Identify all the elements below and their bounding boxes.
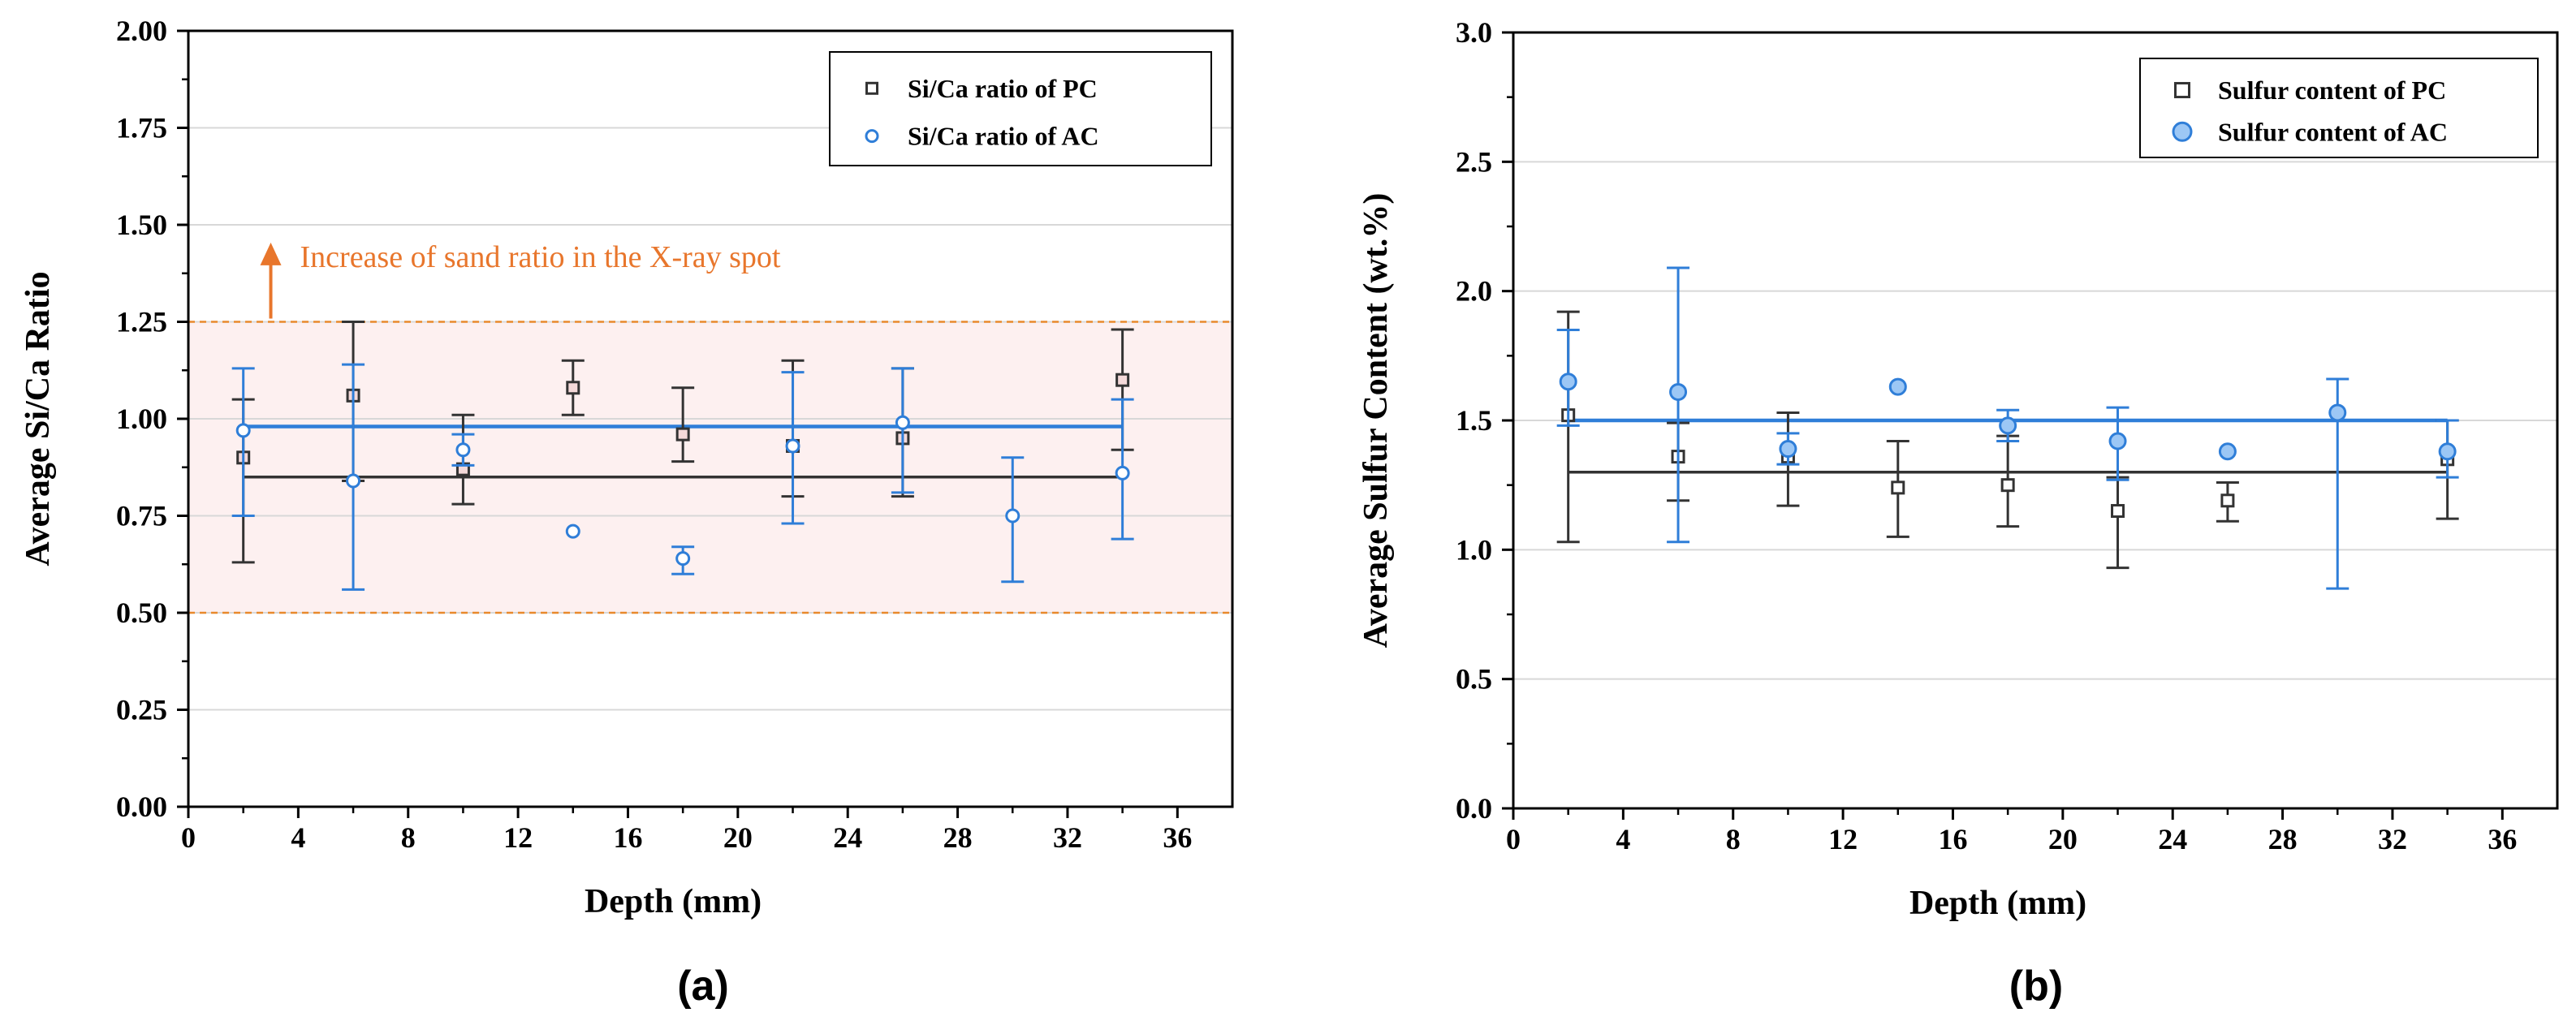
x-tick-label: 8 <box>401 821 416 854</box>
data-point-ac <box>785 438 800 454</box>
legend-box <box>829 51 1212 166</box>
y-tick-label: 0.0 <box>1456 792 1492 825</box>
x-tick-label: 36 <box>1163 821 1192 854</box>
y-tick-label: 2.5 <box>1456 145 1492 178</box>
y-axis-title: Average Si/Ca Ratio <box>19 271 57 566</box>
data-point-ac <box>1005 508 1020 523</box>
chart-panel-a: Increase of sand ratio in the X-ray spot… <box>19 15 1234 1010</box>
y-tick-label: 1.75 <box>116 112 167 144</box>
x-tick-label: 32 <box>2378 823 2407 855</box>
panel-label: (a) <box>677 963 729 1010</box>
x-tick-label: 36 <box>2488 823 2517 855</box>
data-point-ac <box>1779 440 1797 459</box>
panel-label: (b) <box>2009 963 2063 1010</box>
legend-label: Sulfur content of PC <box>2218 75 2446 105</box>
y-tick-label: 0.50 <box>116 597 167 629</box>
legend-marker-ac <box>865 129 879 144</box>
data-point-pc <box>566 381 580 395</box>
data-point-ac <box>346 473 361 489</box>
legend-label: Si/Ca ratio of PC <box>908 74 1098 103</box>
highlight-band <box>188 321 1232 613</box>
x-tick-label: 24 <box>833 821 862 854</box>
data-point-ac <box>675 551 691 567</box>
y-tick-label: 1.5 <box>1456 404 1492 437</box>
y-tick-label: 1.0 <box>1456 533 1492 566</box>
data-point-ac <box>2218 442 2237 461</box>
data-point-ac <box>565 523 580 539</box>
data-point-ac <box>1669 382 1688 401</box>
y-tick-label: 0.5 <box>1456 663 1492 696</box>
x-tick-label: 20 <box>2048 823 2078 855</box>
legend-label: Si/Ca ratio of AC <box>908 122 1099 151</box>
x-tick-label: 20 <box>723 821 753 854</box>
data-point-pc <box>2000 478 2015 493</box>
data-point-pc <box>2220 493 2235 508</box>
legend-marker-pc <box>2174 82 2190 99</box>
y-tick-label: 1.00 <box>116 403 167 435</box>
y-tick-label: 0.00 <box>116 791 167 823</box>
annotation-text: Increase of sand ratio in the X-ray spot <box>300 240 781 274</box>
data-point-ac <box>2328 403 2347 422</box>
y-tick-label: 1.50 <box>116 209 167 241</box>
data-point-ac <box>1559 373 1577 391</box>
x-tick-label: 12 <box>1828 823 1858 855</box>
x-tick-label: 8 <box>1726 823 1741 855</box>
data-point-pc <box>1891 480 1905 495</box>
x-tick-label: 24 <box>2158 823 2187 855</box>
data-point-pc <box>1115 373 1130 387</box>
x-tick-label: 28 <box>2268 823 2298 855</box>
x-tick-label: 32 <box>1053 821 1082 854</box>
data-point-pc <box>2111 504 2125 519</box>
x-tick-label: 0 <box>181 821 196 854</box>
x-tick-label: 16 <box>613 821 642 854</box>
x-tick-label: 0 <box>1506 823 1521 855</box>
data-point-ac <box>1115 465 1130 480</box>
chart-panel-b: 0 4 8 12 16 20 24 28 32 36 0.0 0.5 1.0 1.5 2.0 2.5 3.0 De… <box>1357 16 2559 1010</box>
x-tick-label: 16 <box>1938 823 1967 855</box>
data-point-ac <box>2108 432 2127 450</box>
x-axis-title: Depth (mm) <box>1909 885 2086 922</box>
x-axis-title: Depth (mm) <box>585 883 762 920</box>
x-tick-label: 4 <box>1616 823 1630 855</box>
x-tick-label: 12 <box>503 821 533 854</box>
legend-marker-ac <box>2172 121 2193 142</box>
y-tick-label: 3.0 <box>1456 16 1492 49</box>
data-point-ac <box>455 442 471 458</box>
legend-marker-pc <box>865 81 878 95</box>
y-tick-label: 0.25 <box>116 694 167 726</box>
y-tick-label: 2.0 <box>1456 275 1492 308</box>
y-tick-label: 2.00 <box>116 15 167 47</box>
data-point-ac <box>235 423 251 438</box>
annotation-arrow-head <box>260 242 282 265</box>
x-tick-label: 4 <box>291 821 305 854</box>
legend-box <box>2139 58 2539 158</box>
data-point-ac <box>2438 442 2457 461</box>
x-tick-label: 28 <box>943 821 973 854</box>
y-tick-label: 0.75 <box>116 500 167 532</box>
data-point-ac <box>1888 377 1907 396</box>
legend-label: Sulfur content of AC <box>2218 117 2448 146</box>
data-point-ac <box>1999 416 2017 435</box>
y-tick-label: 1.25 <box>116 306 167 338</box>
data-point-pc <box>675 427 690 442</box>
data-point-ac <box>895 415 910 430</box>
y-axis-title: Average Sulfur Content (wt.%) <box>1357 193 1395 648</box>
